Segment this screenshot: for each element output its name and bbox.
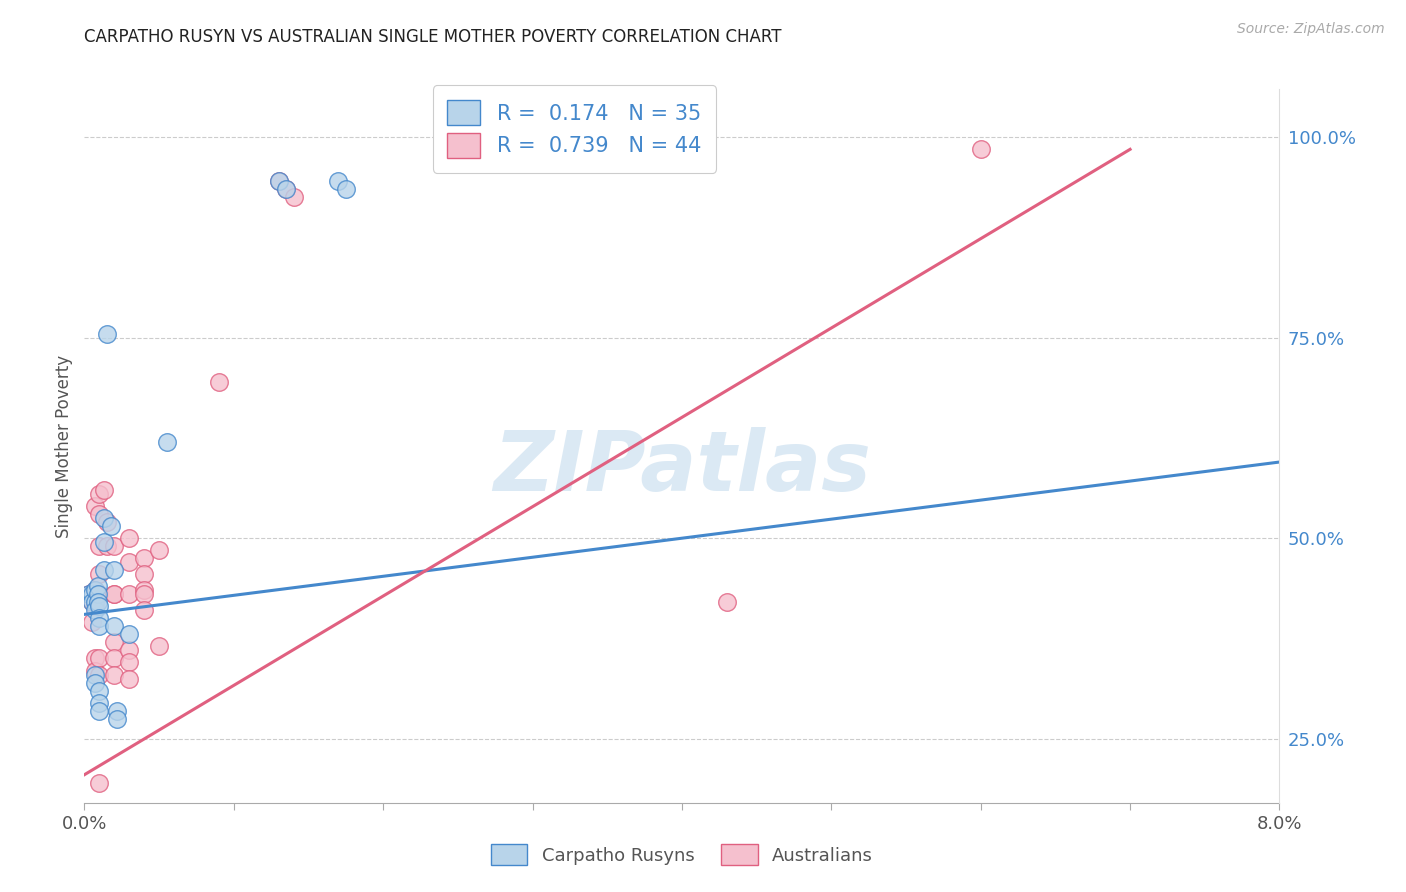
- Point: [89, 619, 111, 633]
- Point: [80, 615, 103, 630]
- Point: [105, 712, 128, 726]
- Point: [96, 515, 118, 529]
- Point: [132, 587, 156, 601]
- Point: [83, 583, 105, 598]
- Point: [89, 599, 111, 614]
- Text: CARPATHO RUSYN VS AUSTRALIAN SINGLE MOTHER POVERTY CORRELATION CHART: CARPATHO RUSYN VS AUSTRALIAN SINGLE MOTH…: [84, 29, 782, 46]
- Point: [283, 190, 305, 204]
- Point: [132, 583, 156, 598]
- Point: [83, 651, 105, 665]
- Point: [89, 696, 111, 710]
- Point: [89, 539, 111, 553]
- Point: [148, 543, 170, 558]
- Point: [87, 587, 110, 601]
- Point: [93, 511, 115, 525]
- Point: [77, 587, 100, 601]
- Point: [132, 567, 156, 582]
- Point: [93, 483, 115, 497]
- Point: [118, 672, 141, 686]
- Point: [103, 619, 125, 633]
- Point: [96, 326, 118, 341]
- Point: [103, 563, 125, 577]
- Point: [89, 776, 111, 790]
- Point: [1104, 820, 1126, 834]
- Point: [118, 656, 141, 670]
- Point: [80, 587, 103, 601]
- Point: [208, 375, 231, 389]
- Point: [89, 611, 111, 625]
- Point: [103, 587, 125, 601]
- Text: ZIPatlas: ZIPatlas: [494, 427, 870, 508]
- Point: [77, 587, 100, 601]
- Point: [103, 587, 125, 601]
- Point: [89, 567, 111, 582]
- Point: [80, 595, 103, 609]
- Point: [118, 627, 141, 641]
- Point: [118, 643, 141, 657]
- Point: [132, 603, 156, 617]
- Point: [89, 683, 111, 698]
- Point: [89, 667, 111, 681]
- Point: [83, 599, 105, 614]
- Point: [83, 603, 105, 617]
- Point: [87, 579, 110, 593]
- Point: [155, 435, 177, 450]
- Point: [105, 704, 128, 718]
- Point: [118, 555, 141, 569]
- Point: [132, 551, 156, 566]
- Point: [96, 539, 118, 553]
- Point: [103, 539, 125, 553]
- Point: [118, 531, 141, 545]
- Point: [103, 635, 125, 649]
- Point: [93, 535, 115, 549]
- Point: [83, 667, 105, 681]
- Legend: Carpatho Rusyns, Australians: Carpatho Rusyns, Australians: [484, 837, 880, 872]
- Point: [328, 174, 350, 188]
- Point: [148, 640, 170, 654]
- Point: [83, 675, 105, 690]
- Point: [83, 595, 105, 609]
- Point: [100, 519, 122, 533]
- Point: [186, 815, 208, 830]
- Point: [83, 583, 105, 598]
- Point: [87, 595, 110, 609]
- Point: [89, 651, 111, 665]
- Point: [267, 174, 290, 188]
- Point: [83, 499, 105, 513]
- Text: Source: ZipAtlas.com: Source: ZipAtlas.com: [1237, 22, 1385, 37]
- Point: [716, 595, 738, 609]
- Point: [267, 174, 290, 188]
- Point: [335, 182, 357, 196]
- Point: [89, 587, 111, 601]
- Point: [89, 507, 111, 521]
- Point: [118, 587, 141, 601]
- Point: [274, 182, 297, 196]
- Point: [970, 142, 993, 156]
- Point: [80, 595, 103, 609]
- Point: [103, 667, 125, 681]
- Point: [89, 487, 111, 501]
- Point: [89, 704, 111, 718]
- Y-axis label: Single Mother Poverty: Single Mother Poverty: [55, 354, 73, 538]
- Point: [274, 182, 297, 196]
- Point: [103, 651, 125, 665]
- Point: [83, 664, 105, 678]
- Point: [93, 563, 115, 577]
